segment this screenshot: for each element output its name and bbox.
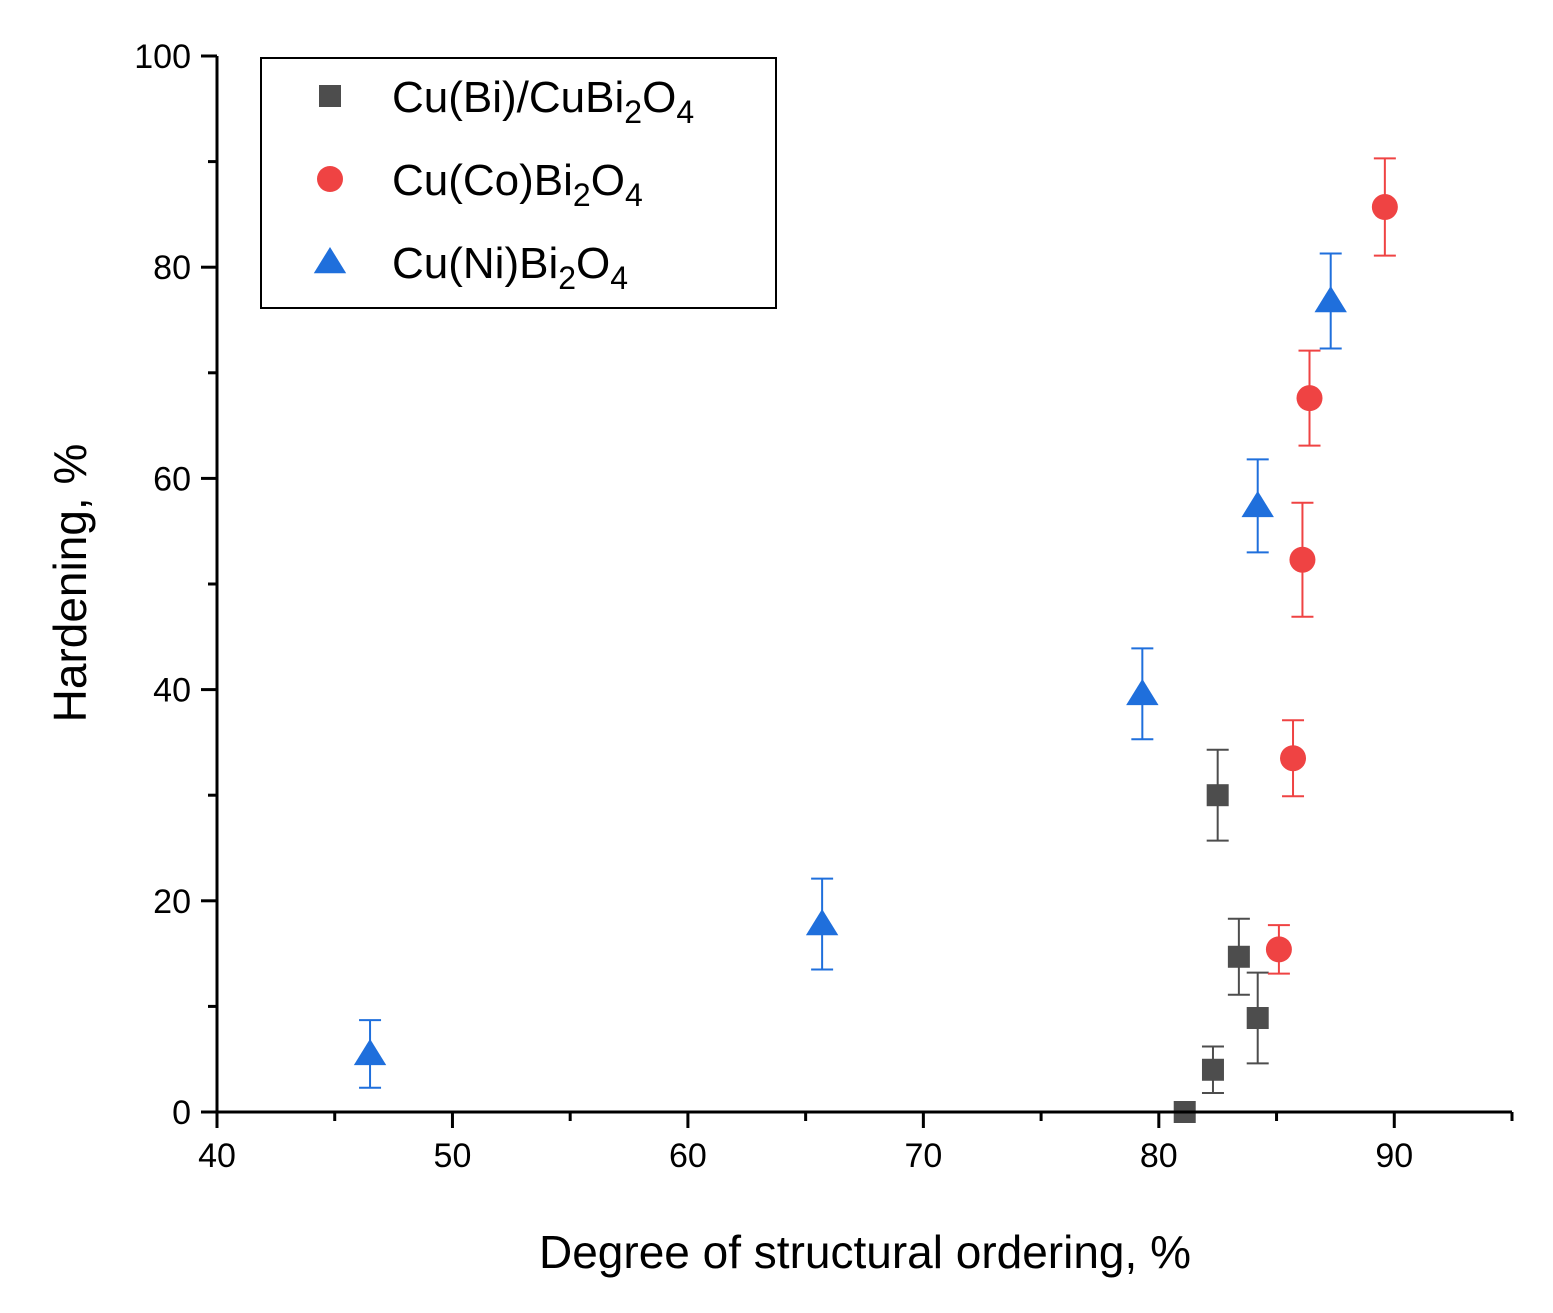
legend-item: Cu(Ni)Bi2O4 (313, 239, 628, 296)
square-marker (1201, 1058, 1224, 1081)
y-tick-label: 80 (153, 249, 191, 287)
y-tick-label: 100 (134, 38, 191, 76)
y-axis-title: Hardening, % (44, 444, 96, 723)
triangle-marker (1314, 285, 1347, 313)
x-tick-label: 80 (1140, 1137, 1178, 1175)
circle-marker (1296, 385, 1323, 412)
triangle-marker (313, 247, 347, 274)
x-tick-label: 70 (904, 1137, 942, 1175)
circle-marker (1371, 194, 1398, 221)
legend-label: Cu(Ni)Bi2O4 (392, 239, 628, 296)
legend-label-subscript: 2 (573, 177, 591, 213)
legend-label-subscript: 4 (676, 94, 694, 130)
circle-marker (317, 166, 343, 192)
x-axis-ticks: 40 50 60 70 80 90 (198, 1112, 1514, 1175)
triangle-marker (353, 1038, 387, 1066)
legend-label-text: Cu(Bi)/CuBi (392, 73, 624, 122)
y-axis-ticks: 0 20 40 60 80 100 (134, 38, 217, 1132)
y-tick-label: 60 (153, 460, 191, 498)
x-tick-label: 90 (1375, 1137, 1413, 1175)
x-tick-label: 40 (198, 1137, 236, 1175)
triangle-marker (805, 909, 839, 936)
legend-label: Cu(Co)Bi2O4 (392, 156, 643, 213)
square-marker (1206, 784, 1229, 807)
circle-marker (1280, 745, 1307, 772)
data-markers-layer (353, 194, 1398, 1123)
legend-label-subscript: 2 (558, 260, 576, 296)
legend-label: Cu(Bi)/CuBi2O4 (392, 73, 694, 130)
legend-label-subscript: 2 (624, 94, 642, 130)
legend-label-subscript: 4 (610, 260, 628, 296)
circle-marker (1289, 546, 1316, 573)
square-marker (1227, 945, 1250, 968)
y-tick-label: 0 (172, 1094, 191, 1132)
y-tick-label: 40 (153, 672, 191, 710)
legend-label-text: O (642, 73, 676, 122)
legend-label-text: Cu(Co)Bi (392, 156, 573, 205)
triangle-marker (1126, 678, 1159, 706)
square-marker (319, 85, 341, 107)
legend-label-text: Cu(Ni)Bi (392, 239, 558, 288)
circle-marker (1265, 936, 1292, 963)
legend-label-subscript: 4 (625, 177, 643, 213)
legend-label-text: O (576, 239, 610, 288)
x-axis-title: Degree of structural ordering, % (539, 1226, 1191, 1278)
triangle-marker (1241, 490, 1274, 518)
legend-label-text: O (591, 156, 625, 205)
square-marker (1246, 1007, 1269, 1030)
legend-box (260, 57, 777, 309)
x-tick-label: 50 (434, 1137, 472, 1175)
legend-item: Cu(Bi)/CuBi2O4 (319, 73, 694, 130)
legend-item: Cu(Co)Bi2O4 (317, 156, 643, 213)
y-tick-label: 20 (153, 883, 191, 921)
x-tick-label: 60 (669, 1137, 707, 1175)
